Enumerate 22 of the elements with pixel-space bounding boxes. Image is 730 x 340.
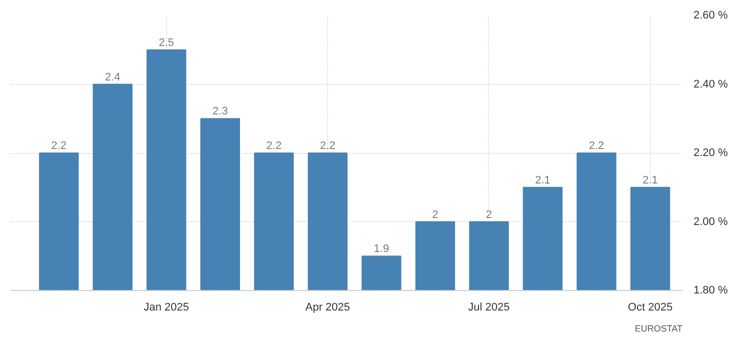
data-label: 2.3: [212, 106, 228, 118]
y-tick-label: 2.00 %: [694, 216, 728, 228]
data-label: 2.1: [535, 174, 550, 186]
data-label: 2.5: [158, 36, 174, 49]
x-tick-label: Apr 2025: [305, 302, 350, 314]
y-tick-label: 2.40 %: [694, 78, 728, 90]
y-tick-label: 1.80 %: [694, 284, 728, 296]
data-label: 2.2: [320, 140, 336, 152]
data-label: 2.2: [51, 140, 67, 152]
text: EUROSTAT: [634, 324, 683, 334]
data-label: 2.2: [588, 140, 604, 152]
data-label: 1.9: [374, 243, 390, 256]
data-label: 2.2: [266, 140, 282, 152]
data-label: 2.4: [105, 71, 120, 84]
y-tick-label: 2.60 %: [694, 10, 728, 22]
x-tick-label: Jul 2025: [468, 302, 510, 314]
data-label: 2.1: [642, 174, 658, 186]
x-tick-label: Oct 2025: [628, 302, 673, 314]
data-label: 2: [486, 208, 492, 221]
x-tick-label: Jan 2025: [144, 302, 190, 314]
data-label: 2: [432, 208, 438, 221]
y-tick-label: 2.20 %: [694, 147, 728, 159]
